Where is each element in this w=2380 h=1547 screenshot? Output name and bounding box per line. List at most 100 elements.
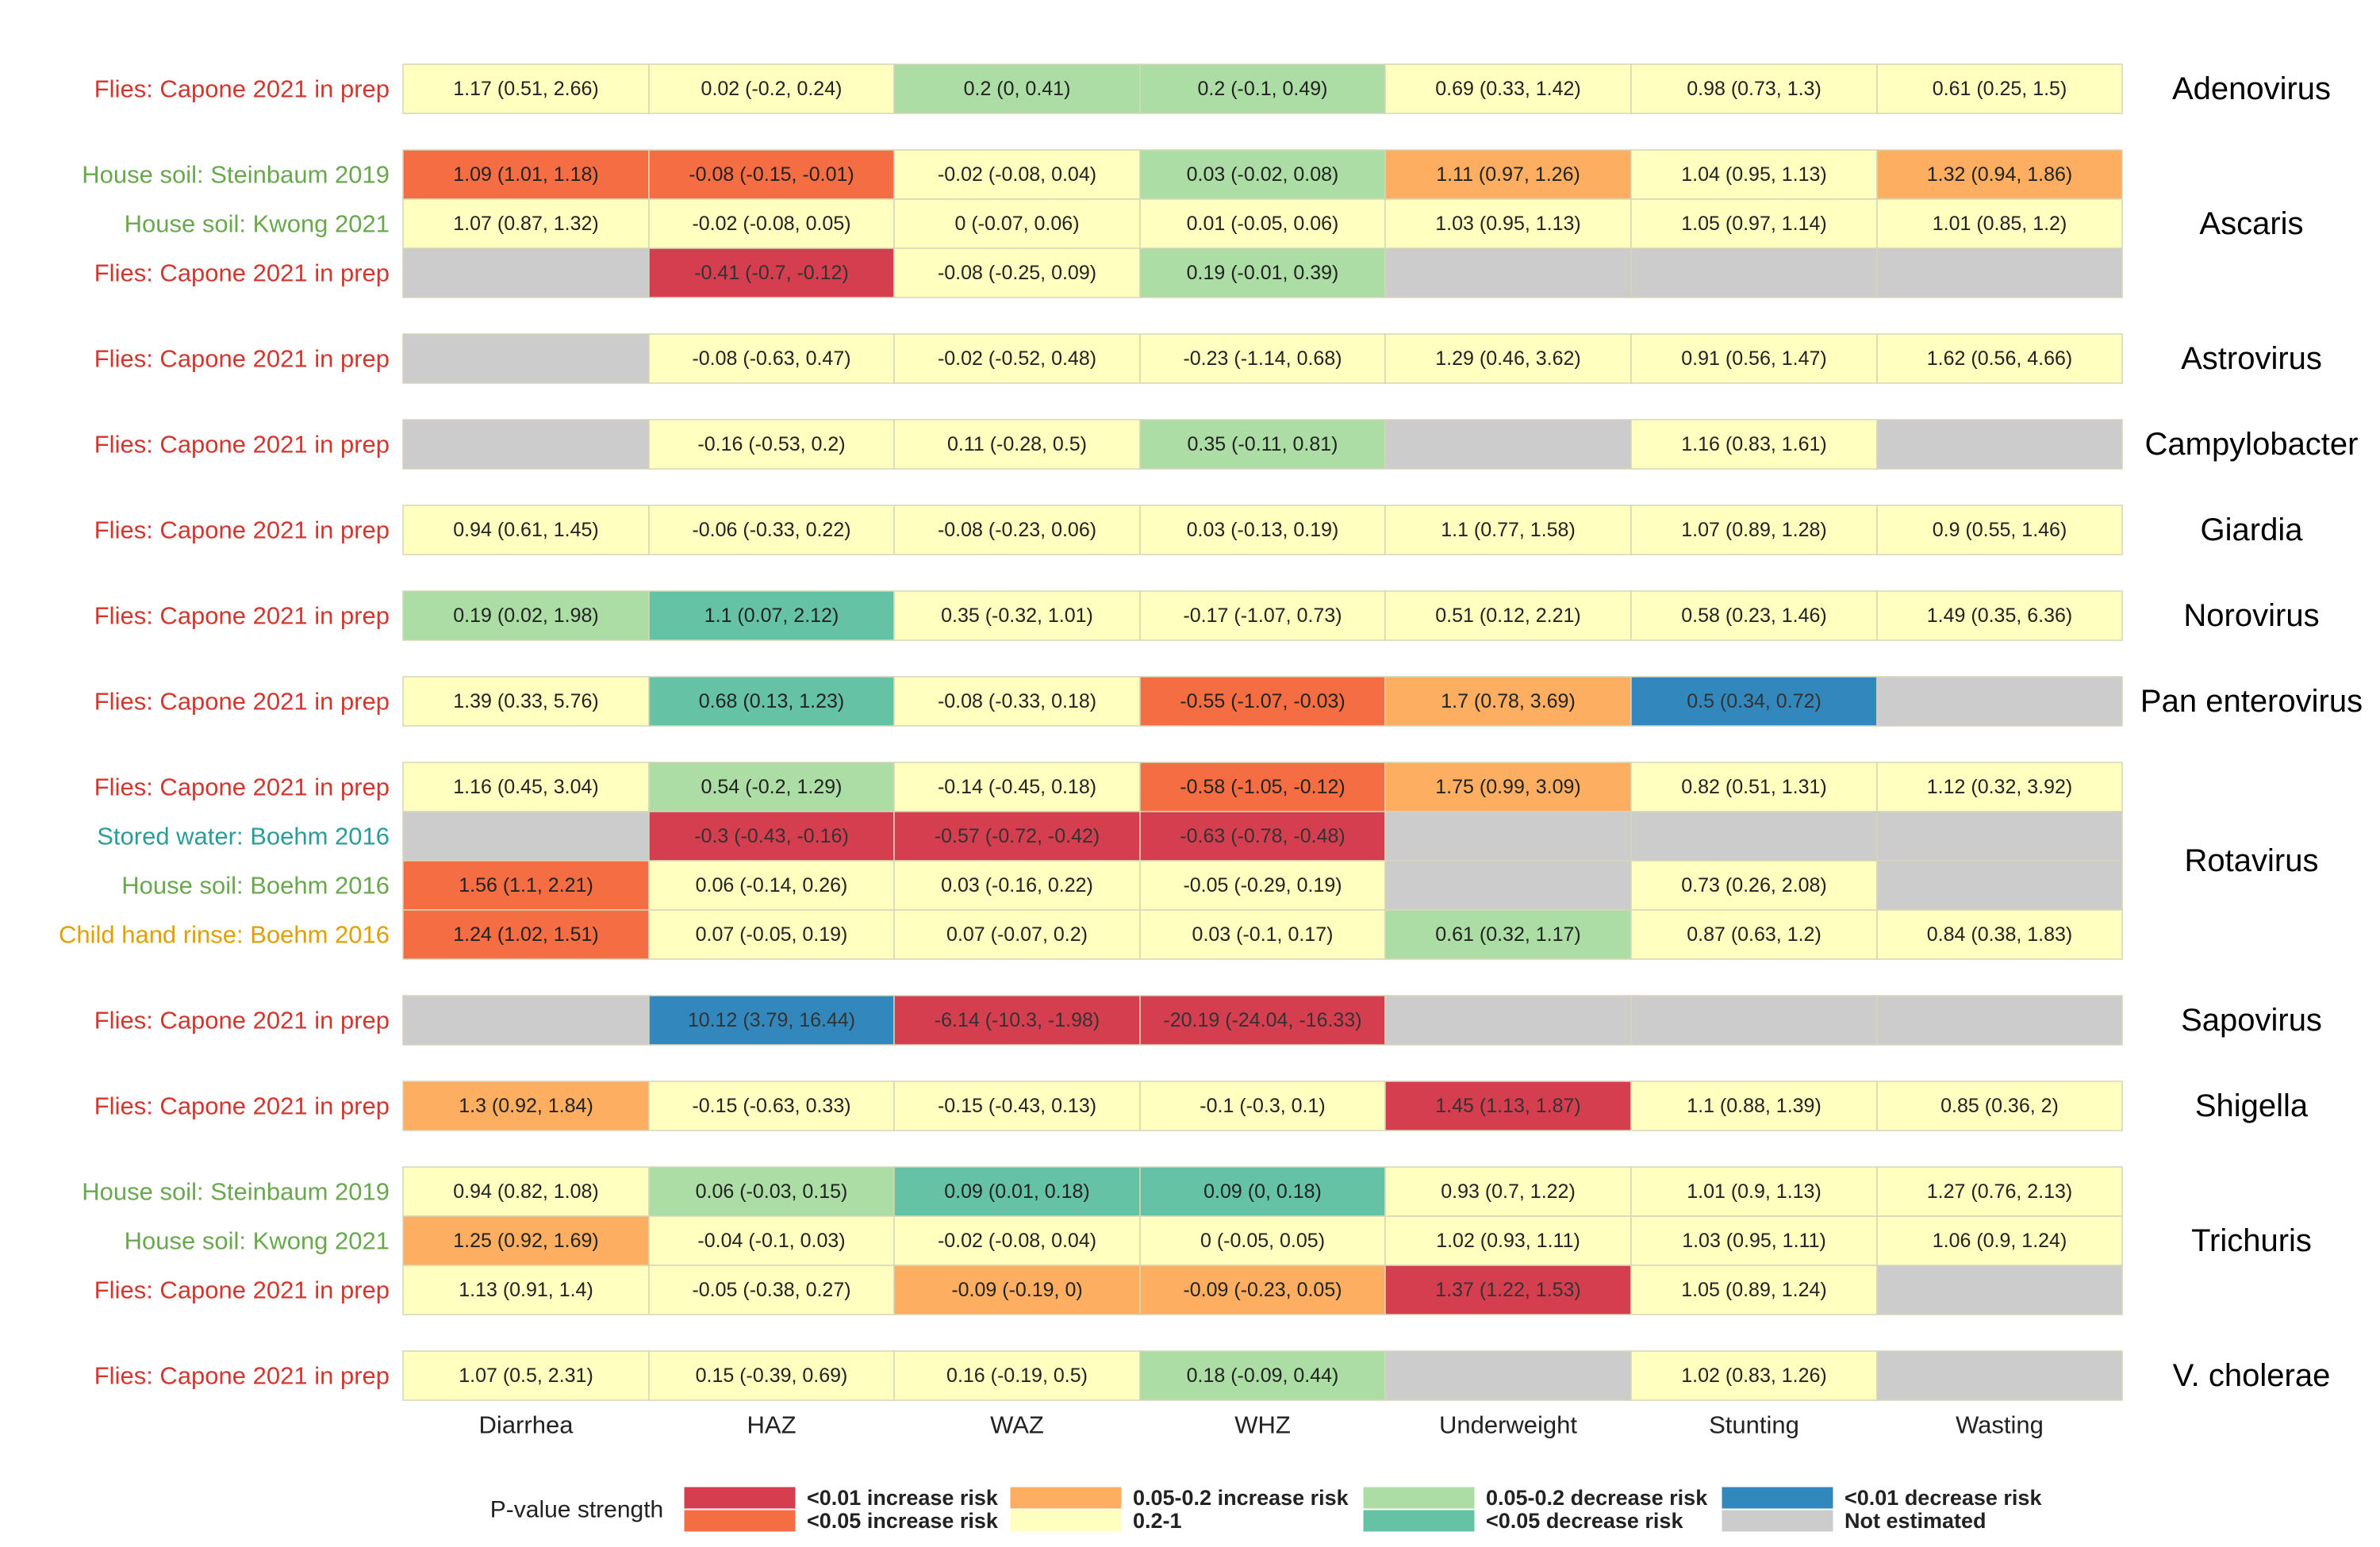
row-label: Flies: Capone 2021 in prep xyxy=(94,1276,390,1304)
cell-value: 0.07 (-0.05, 0.19) xyxy=(696,923,848,946)
heatmap-cell xyxy=(1876,149,2123,200)
pathogen-label: Campylobacter xyxy=(2144,427,2358,462)
heatmap-cell xyxy=(648,1166,895,1217)
cell-value: 0.58 (0.23, 1.46) xyxy=(1681,605,1826,627)
cell-value: 1.01 (0.85, 1.2) xyxy=(1933,213,2067,235)
heatmap-cell xyxy=(1876,1350,2123,1401)
cell-value: 0.03 (-0.13, 0.19) xyxy=(1187,519,1339,541)
cell-value: 0.91 (0.56, 1.47) xyxy=(1681,347,1826,370)
column-label: WAZ xyxy=(990,1411,1044,1439)
cell-value: 0.18 (-0.09, 0.44) xyxy=(1187,1365,1339,1387)
cell-value: 0.09 (0.01, 0.18) xyxy=(944,1180,1089,1203)
cell-value: -0.17 (-1.07, 0.73) xyxy=(1183,605,1342,627)
cell-value: 1.13 (0.91, 1.4) xyxy=(459,1279,593,1301)
heatmap-cell xyxy=(1630,590,1878,641)
cell-value: 1.12 (0.32, 3.92) xyxy=(1927,776,2072,798)
cell-value: 0.19 (0.02, 1.98) xyxy=(453,605,598,627)
cell-value: 0.16 (-0.19, 0.5) xyxy=(946,1365,1088,1387)
cell-value: 1.56 (1.1, 2.21) xyxy=(459,874,593,896)
heatmap-cell xyxy=(893,676,1141,727)
legend-label: <0.01 increase risk xyxy=(807,1486,999,1510)
cell-value: 1.07 (0.89, 1.28) xyxy=(1681,519,1826,541)
cell-value: 1.05 (0.89, 1.24) xyxy=(1681,1279,1826,1301)
heatmap-cell xyxy=(893,995,1141,1046)
cell-value: 1.27 (0.76, 2.13) xyxy=(1927,1180,2072,1203)
pathogen-label: Trichuris xyxy=(2191,1223,2312,1258)
cell-value: -0.57 (-0.72, -0.42) xyxy=(935,825,1100,847)
heatmap-cell xyxy=(648,1215,895,1266)
heatmap-cell xyxy=(402,333,650,384)
pathogen-label: Rotavirus xyxy=(2185,843,2319,878)
row-label: House soil: Boehm 2016 xyxy=(121,872,390,900)
legend-swatch xyxy=(683,1509,797,1533)
heatmap-cell xyxy=(1384,1265,1632,1315)
heatmap-cell xyxy=(1876,909,2123,960)
heatmap-cell xyxy=(648,248,895,298)
cell-value: 1.03 (0.95, 1.11) xyxy=(1682,1230,1826,1252)
heatmap-cell xyxy=(1876,676,2123,727)
row-label: House soil: Kwong 2021 xyxy=(125,1227,390,1255)
heatmap-cell xyxy=(1384,248,1632,298)
pathogen-label: Shigella xyxy=(2195,1088,2309,1123)
cell-value: 1.07 (0.87, 1.32) xyxy=(453,213,598,235)
heatmap-cell xyxy=(1876,1215,2123,1266)
heatmap-cell xyxy=(1630,198,1878,249)
heatmap-cell xyxy=(893,149,1141,200)
cell-value: -0.08 (-0.23, 0.06) xyxy=(938,519,1096,541)
heatmap-cell xyxy=(1630,1166,1878,1217)
cell-value: 1.49 (0.35, 6.36) xyxy=(1927,605,2072,627)
cell-value: 1.06 (0.9, 1.24) xyxy=(1933,1230,2067,1252)
pathogen-label: Norovirus xyxy=(2183,598,2319,633)
heatmap-cell xyxy=(1384,63,1632,114)
heatmap-cell xyxy=(1630,1081,1878,1131)
heatmap-cell xyxy=(402,1350,650,1401)
heatmap-cell xyxy=(1876,248,2123,298)
heatmap-cell xyxy=(648,333,895,384)
heatmap-cell xyxy=(648,1350,895,1401)
heatmap-cell xyxy=(648,762,895,812)
heatmap-cell xyxy=(1876,333,2123,384)
heatmap-cell xyxy=(648,198,895,249)
pathogen-label: Ascaris xyxy=(2199,206,2303,241)
heatmap-cell xyxy=(1384,1350,1632,1401)
cell-value: 0.94 (0.82, 1.08) xyxy=(453,1180,598,1203)
heatmap-cell xyxy=(893,248,1141,298)
cell-value: 0.35 (-0.11, 0.81) xyxy=(1188,433,1338,455)
heatmap-cell xyxy=(1384,1215,1632,1266)
heatmap-cell xyxy=(893,860,1141,911)
heatmap-cell xyxy=(1876,590,2123,641)
pathogen-label: Adenovirus xyxy=(2172,71,2331,106)
heatmap-cell xyxy=(1630,63,1878,114)
cell-value: 1.75 (0.99, 3.09) xyxy=(1435,776,1580,798)
cell-value: -0.02 (-0.08, 0.05) xyxy=(692,213,850,235)
legend-swatch xyxy=(1362,1509,1476,1533)
cell-value: 1.25 (0.92, 1.69) xyxy=(453,1230,598,1252)
cell-value: 1.02 (0.93, 1.11) xyxy=(1436,1230,1580,1252)
heatmap-cell xyxy=(893,63,1141,114)
heatmap-cell xyxy=(1630,333,1878,384)
heatmap-cell xyxy=(1139,1215,1386,1266)
legend-label: 0.2-1 xyxy=(1133,1509,1182,1533)
heatmap-cell xyxy=(1630,676,1878,727)
row-label: House soil: Kwong 2021 xyxy=(125,210,390,238)
heatmap-cell xyxy=(1139,811,1386,862)
cell-value: 0.94 (0.61, 1.45) xyxy=(453,519,598,541)
heatmap-cell xyxy=(893,1081,1141,1131)
row-label: House soil: Steinbaum 2019 xyxy=(82,161,390,189)
heatmap-cell xyxy=(402,995,650,1046)
cell-value: -0.04 (-0.1, 0.03) xyxy=(697,1230,845,1252)
pathogen-label: Giardia xyxy=(2201,512,2304,547)
heatmap-cell xyxy=(1384,762,1632,812)
cell-value: 0.54 (-0.2, 1.29) xyxy=(701,776,843,798)
cell-value: 1.32 (0.94, 1.86) xyxy=(1927,163,2072,186)
cell-value: 1.16 (0.83, 1.61) xyxy=(1681,433,1826,455)
cell-value: 0.61 (0.25, 1.5) xyxy=(1933,78,2067,100)
heatmap-cell xyxy=(893,198,1141,249)
column-label: Underweight xyxy=(1439,1411,1577,1439)
heatmap-cell xyxy=(1876,419,2123,470)
row-label: Child hand rinse: Boehm 2016 xyxy=(59,921,390,949)
heatmap-cell xyxy=(1630,995,1878,1046)
heatmap-cell xyxy=(648,1081,895,1131)
row-label: Flies: Capone 2021 in prep xyxy=(94,1362,390,1390)
